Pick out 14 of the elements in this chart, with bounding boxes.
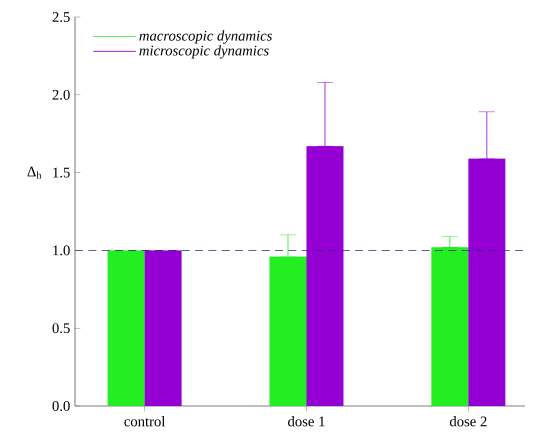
- legend-label: macroscopic dynamics: [139, 30, 272, 44]
- x-tick-label: dose 2: [450, 416, 486, 426]
- y-tick-label: 1.0: [53, 245, 70, 256]
- y-tick-label: 1.5: [53, 168, 70, 178]
- y-tick-label: 0.5: [52, 323, 70, 334]
- legend-label: microscopic dynamics: [139, 45, 269, 59]
- y-axis-title: Δ$_{h}$: [27, 166, 42, 179]
- x-tick-label: control: [124, 416, 166, 426]
- x-tick-label: dose 1: [288, 416, 325, 426]
- bar: [108, 250, 145, 406]
- y-tick-label: 2.0: [52, 90, 70, 100]
- bar: [144, 250, 182, 406]
- y-tick-label: 0.0: [52, 401, 70, 411]
- y-tick-label: 2.5: [52, 12, 70, 22]
